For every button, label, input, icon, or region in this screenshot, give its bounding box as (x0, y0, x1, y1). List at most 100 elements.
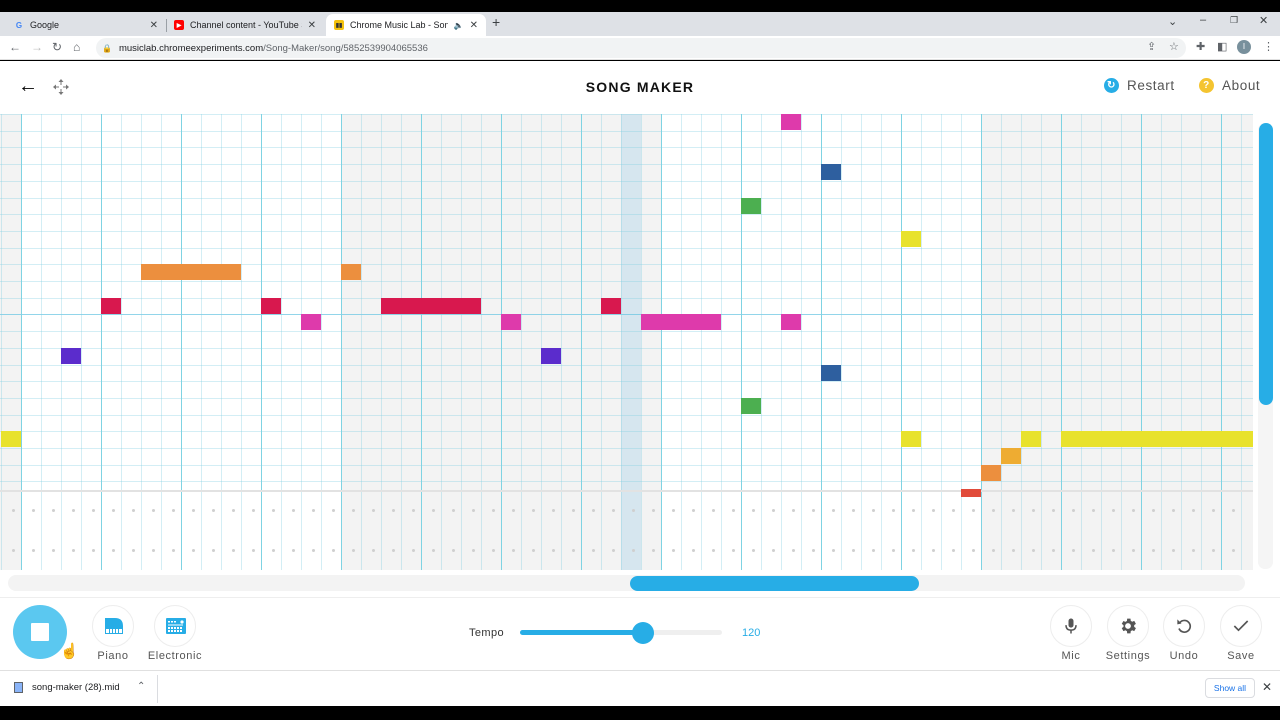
drum-cell-dot[interactable] (1132, 549, 1135, 552)
drum-cell-dot[interactable] (472, 509, 475, 512)
vertical-scrollbar-thumb[interactable] (1259, 123, 1273, 405)
drum-cell-dot[interactable] (732, 549, 735, 552)
reload-icon[interactable]: ↻ (52, 40, 63, 54)
minimize-window-icon[interactable]: – (1200, 14, 1207, 26)
drum-cell-dot[interactable] (1192, 549, 1195, 552)
drum-cell-dot[interactable] (292, 509, 295, 512)
side-panel-icon[interactable]: ◧ (1217, 41, 1228, 53)
drum-cell-dot[interactable] (832, 509, 835, 512)
forward-icon[interactable]: → (31, 40, 43, 54)
drum-cell-dot[interactable] (172, 549, 175, 552)
note-block[interactable] (261, 297, 281, 314)
drum-cell-dot[interactable] (392, 509, 395, 512)
drum-cell-dot[interactable] (412, 549, 415, 552)
drum-cell-dot[interactable] (1192, 509, 1195, 512)
note-block[interactable] (781, 314, 801, 331)
close-tab-icon[interactable]: ✕ (307, 19, 316, 31)
profile-avatar[interactable]: I (1237, 40, 1251, 54)
drum-cell-dot[interactable] (892, 549, 895, 552)
bookmark-star-icon[interactable]: ☆ (1169, 41, 1179, 53)
drum-cell-dot[interactable] (992, 509, 995, 512)
play-stop-button[interactable] (13, 605, 67, 659)
drum-cell-dot[interactable] (492, 509, 495, 512)
drum-cell-dot[interactable] (1012, 509, 1015, 512)
drum-cell-dot[interactable] (1072, 509, 1075, 512)
drum-cell-dot[interactable] (612, 549, 615, 552)
drum-cell-dot[interactable] (1152, 549, 1155, 552)
drum-cell-dot[interactable] (652, 509, 655, 512)
drum-cell-dot[interactable] (212, 549, 215, 552)
drum-cell-dot[interactable] (1092, 509, 1095, 512)
new-tab-button[interactable]: + (492, 14, 501, 30)
note-block[interactable] (1, 431, 21, 448)
note-block[interactable] (61, 347, 81, 364)
drum-cell-dot[interactable] (1052, 549, 1055, 552)
drum-cell-dot[interactable] (1112, 509, 1115, 512)
horizontal-scrollbar-thumb[interactable] (630, 576, 919, 591)
note-block[interactable] (741, 397, 761, 414)
drum-cell-dot[interactable] (352, 549, 355, 552)
drum-cell-dot[interactable] (932, 509, 935, 512)
drum-cell-dot[interactable] (812, 509, 815, 512)
extensions-puzzle-icon[interactable]: ✚ (1196, 41, 1206, 53)
drum-cell-dot[interactable] (132, 549, 135, 552)
drum-cell-dot[interactable] (412, 509, 415, 512)
drum-cell-dot[interactable] (252, 509, 255, 512)
drum-cell-dot[interactable] (372, 509, 375, 512)
drum-cell-dot[interactable] (172, 509, 175, 512)
note-block[interactable] (301, 314, 321, 331)
drum-cell-dot[interactable] (132, 509, 135, 512)
drum-cell-dot[interactable] (772, 549, 775, 552)
drum-cell-dot[interactable] (492, 549, 495, 552)
drum-cell-dot[interactable] (892, 509, 895, 512)
drum-cell-dot[interactable] (72, 509, 75, 512)
drum-cell-dot[interactable] (612, 509, 615, 512)
note-block[interactable] (961, 489, 981, 498)
drum-cell-dot[interactable] (1152, 509, 1155, 512)
drum-cell-dot[interactable] (92, 549, 95, 552)
drum-cell-dot[interactable] (192, 509, 195, 512)
drum-cell-dot[interactable] (632, 509, 635, 512)
drum-cell-dot[interactable] (1052, 509, 1055, 512)
electronic-instrument-button[interactable] (154, 605, 196, 647)
note-block[interactable] (1061, 431, 1253, 448)
drum-cell-dot[interactable] (772, 509, 775, 512)
drum-cell-dot[interactable] (952, 509, 955, 512)
note-block[interactable] (821, 364, 841, 381)
settings-button[interactable] (1107, 605, 1149, 647)
drum-cell-dot[interactable] (332, 509, 335, 512)
note-block[interactable] (1001, 448, 1021, 464)
back-arrow-icon[interactable]: ← (18, 75, 38, 97)
drum-cell-dot[interactable] (992, 549, 995, 552)
drum-cell-dot[interactable] (852, 509, 855, 512)
drum-cell-dot[interactable] (572, 549, 575, 552)
note-block[interactable] (381, 297, 481, 314)
piano-instrument-button[interactable] (92, 605, 134, 647)
drum-cell-dot[interactable] (552, 549, 555, 552)
note-block[interactable] (501, 314, 521, 331)
drum-cell-dot[interactable] (512, 549, 515, 552)
url-field[interactable]: 🔒 musiclab.chromeexperiments.com/Song-Ma… (96, 38, 1186, 58)
note-block[interactable] (741, 197, 761, 214)
drum-cell-dot[interactable] (452, 509, 455, 512)
close-downloads-bar-icon[interactable]: ✕ (1262, 680, 1273, 694)
drum-cell-dot[interactable] (872, 509, 875, 512)
restart-button[interactable]: ↻ Restart (1104, 78, 1175, 93)
drum-cell-dot[interactable] (112, 509, 115, 512)
undo-button[interactable] (1163, 605, 1205, 647)
drum-cell-dot[interactable] (232, 549, 235, 552)
drum-cell-dot[interactable] (1112, 549, 1115, 552)
note-block[interactable] (981, 464, 1001, 481)
drum-cell-dot[interactable] (432, 509, 435, 512)
drum-cell-dot[interactable] (852, 549, 855, 552)
drum-cell-dot[interactable] (932, 549, 935, 552)
drum-cell-dot[interactable] (832, 549, 835, 552)
tab-search-chevron-icon[interactable]: ⌄ (1168, 16, 1178, 28)
drum-cell-dot[interactable] (32, 509, 35, 512)
drum-cell-dot[interactable] (452, 549, 455, 552)
tempo-slider-handle[interactable] (632, 622, 654, 644)
drum-cell-dot[interactable] (552, 509, 555, 512)
drum-cell-dot[interactable] (532, 509, 535, 512)
drum-cell-dot[interactable] (312, 509, 315, 512)
drum-cell-dot[interactable] (1032, 549, 1035, 552)
